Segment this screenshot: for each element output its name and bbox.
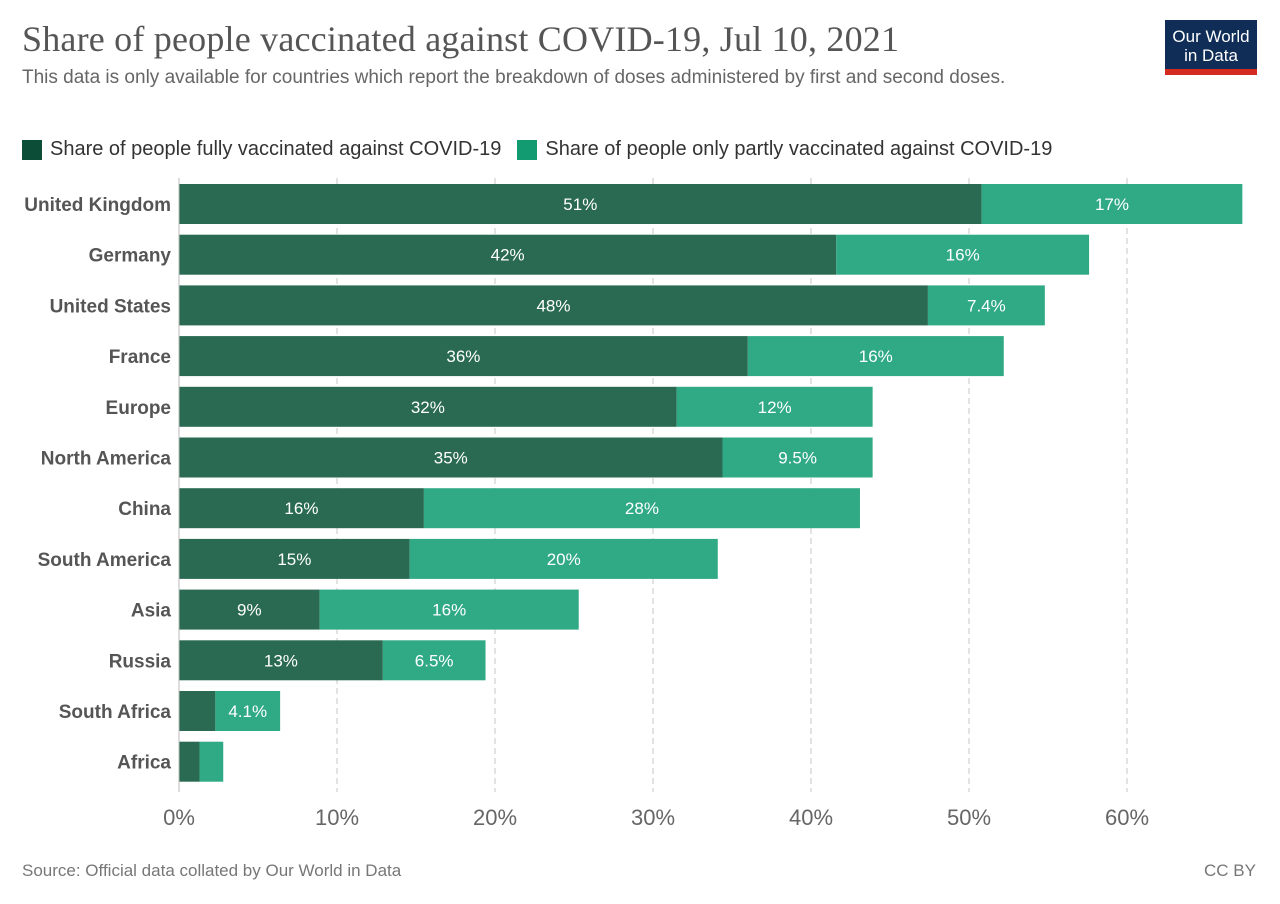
legend-label-full: Share of people fully vaccinated against… — [50, 138, 502, 160]
logo-line-1: Our World — [1172, 27, 1250, 46]
x-tick-label: 40% — [789, 805, 833, 830]
bar-fully-vaccinated[interactable] — [179, 386, 677, 427]
category-label: United States — [50, 296, 171, 317]
bar-partly-vaccinated[interactable] — [747, 336, 1004, 377]
bar-value-label: 12% — [758, 398, 792, 417]
bar-fully-vaccinated[interactable] — [179, 234, 837, 275]
legend-swatch-full — [22, 139, 42, 160]
license-link[interactable]: CC BY — [1204, 861, 1256, 880]
category-label: Asia — [131, 601, 172, 622]
x-tick-label: 50% — [947, 805, 991, 830]
bar-partly-vaccinated[interactable] — [981, 184, 1243, 224]
category-label: South America — [38, 550, 172, 571]
x-tick-label: 20% — [473, 805, 517, 830]
bar-value-label: 6.5% — [415, 651, 454, 670]
chart-subtitle: This data is only available for countrie… — [22, 67, 1006, 88]
bar-value-label: 16% — [946, 246, 980, 265]
bar-partly-vaccinated[interactable] — [409, 538, 718, 579]
bar-fully-vaccinated[interactable] — [179, 184, 982, 224]
bar-value-label: 35% — [434, 449, 468, 468]
bar-partly-vaccinated[interactable] — [382, 640, 486, 681]
bar-value-label: 9.5% — [778, 449, 817, 468]
x-tick-label: 0% — [163, 805, 195, 830]
bar-value-label: 16% — [284, 499, 318, 518]
category-label: United Kingdom — [24, 195, 171, 216]
bar-value-label: 16% — [432, 601, 466, 620]
bar-partly-vaccinated[interactable] — [836, 234, 1090, 275]
bar-value-label: 48% — [536, 296, 570, 315]
bar-value-label: 16% — [859, 347, 893, 366]
bar-fully-vaccinated[interactable] — [179, 285, 928, 326]
bar-fully-vaccinated[interactable] — [179, 589, 320, 630]
bar-value-label: 15% — [277, 550, 311, 569]
category-label: Russia — [109, 651, 172, 672]
bar-value-label: 17% — [1095, 195, 1129, 214]
bar-partly-vaccinated[interactable] — [676, 386, 873, 427]
bar-value-label: 7.4% — [967, 296, 1006, 315]
bar-value-label: 4.1% — [228, 702, 267, 721]
bar-partly-vaccinated[interactable] — [319, 589, 579, 630]
legend-label-partial: Share of people only partly vaccinated a… — [545, 138, 1053, 160]
bar-value-label: 13% — [264, 651, 298, 670]
category-label: North America — [41, 449, 172, 470]
bar-partly-vaccinated[interactable] — [215, 691, 281, 731]
bar-fully-vaccinated[interactable] — [179, 538, 410, 579]
bar-partly-vaccinated[interactable] — [199, 741, 224, 782]
legend-item-full[interactable]: Share of people fully vaccinated against… — [22, 138, 501, 161]
legend: Share of people fully vaccinated against… — [22, 138, 1068, 161]
category-label: France — [109, 347, 171, 368]
x-tick-label: 60% — [1105, 805, 1149, 830]
bar-fully-vaccinated[interactable] — [179, 741, 200, 782]
owid-logo[interactable]: Our World in Data — [1165, 20, 1257, 75]
chart-title: Share of people vaccinated against COVID… — [22, 19, 900, 59]
category-label: South Africa — [59, 702, 172, 723]
bar-value-label: 28% — [625, 499, 659, 518]
bar-fully-vaccinated[interactable] — [179, 640, 383, 681]
bar-value-label: 42% — [491, 246, 525, 265]
bar-fully-vaccinated[interactable] — [179, 488, 424, 529]
bar-fully-vaccinated[interactable] — [179, 691, 216, 731]
bar-fully-vaccinated[interactable] — [179, 336, 748, 377]
bar-partly-vaccinated[interactable] — [722, 437, 873, 478]
legend-swatch-partial — [517, 139, 538, 160]
legend-item-partial[interactable]: Share of people only partly vaccinated a… — [517, 138, 1052, 161]
source-note: Source: Official data collated by Our Wo… — [22, 861, 402, 880]
bar-partly-vaccinated[interactable] — [927, 285, 1045, 326]
x-tick-label: 30% — [631, 805, 675, 830]
category-label: China — [118, 499, 171, 520]
bar-partly-vaccinated[interactable] — [423, 488, 860, 529]
bar-value-label: 36% — [446, 347, 480, 366]
category-label: Germany — [89, 246, 172, 267]
x-tick-label: 10% — [315, 805, 359, 830]
bar-value-label: 20% — [547, 550, 581, 569]
logo-accent-bar — [1165, 69, 1257, 75]
bar-value-label: 51% — [563, 195, 597, 214]
bar-fully-vaccinated[interactable] — [179, 437, 723, 478]
category-label: Africa — [117, 753, 171, 774]
logo-line-2: in Data — [1184, 46, 1238, 65]
category-label: Europe — [106, 398, 171, 419]
bar-value-label: 32% — [411, 398, 445, 417]
bar-value-label: 9% — [237, 601, 262, 620]
